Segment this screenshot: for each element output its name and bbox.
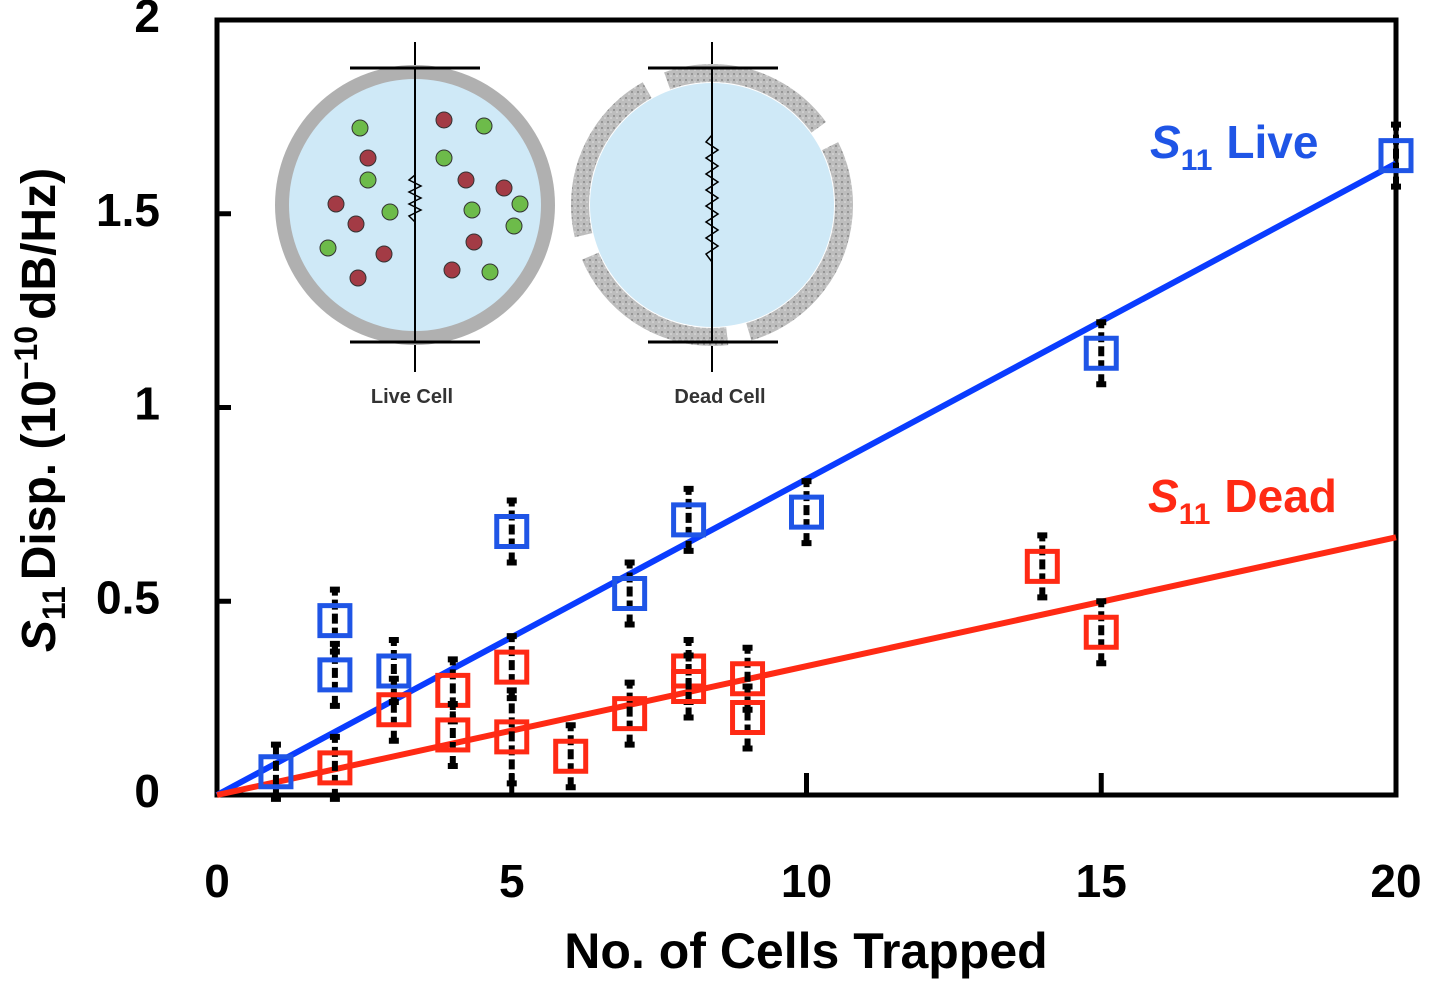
- error-bar: [447, 700, 458, 769]
- error-bar: [624, 679, 635, 748]
- y-label-symbol: S: [13, 620, 66, 652]
- marker: [494, 514, 530, 549]
- marker: [435, 717, 471, 753]
- error-bar: [1096, 319, 1107, 388]
- marker: [789, 494, 824, 530]
- error-bar: [1096, 598, 1107, 667]
- marker: [1378, 138, 1414, 174]
- x-tick-label: 10: [781, 855, 832, 907]
- marker: [730, 661, 766, 697]
- error-bar: [329, 640, 340, 709]
- y-tick-label: 1.5: [96, 184, 160, 236]
- marker: [671, 502, 707, 538]
- x-tick-label: 5: [499, 855, 525, 907]
- error-bar: [1391, 121, 1401, 190]
- legend-entry: S11 Dead: [1148, 470, 1337, 531]
- error-bar: [683, 652, 694, 721]
- marker: [317, 750, 353, 786]
- y-label-unit: dB/Hz): [13, 168, 66, 320]
- legend-symbol: S: [1148, 470, 1179, 522]
- marker: [612, 576, 648, 611]
- error-bar: [624, 559, 635, 628]
- marker: [730, 700, 766, 735]
- error-bar: [329, 586, 340, 655]
- inset: Live Cell Dead Cell: [275, 42, 853, 408]
- error-bar: [388, 675, 399, 744]
- y-label-exponent: −10: [8, 326, 44, 380]
- error-bar: [270, 741, 281, 802]
- marker: [376, 692, 412, 728]
- marker: [494, 649, 530, 685]
- inset-label: Dead Cell: [674, 386, 765, 408]
- legend-name: Live: [1226, 116, 1318, 168]
- marker: [1024, 548, 1060, 584]
- error-bar: [801, 478, 812, 547]
- marker: [494, 719, 530, 755]
- marker: [1083, 335, 1119, 371]
- x-tick-label: 0: [204, 855, 230, 907]
- error-bar: [388, 637, 399, 705]
- y-tick-label: 0: [134, 765, 160, 817]
- x-axis-label: No. of Cells Trapped: [564, 923, 1047, 979]
- legend-name: Dead: [1224, 470, 1336, 522]
- y-axis-label: S11 Disp. (10−10 dB/Hz): [8, 168, 72, 652]
- y-tick-label: 2: [134, 0, 160, 42]
- legend-entry: S11 Live: [1150, 116, 1318, 177]
- marker: [258, 754, 294, 790]
- legend-subscript: 11: [1179, 498, 1211, 531]
- marker: [671, 669, 707, 704]
- legend-subscript: 11: [1181, 144, 1213, 177]
- x-tick-label: 20: [1370, 855, 1421, 907]
- error-bar: [565, 722, 576, 791]
- marker: [376, 653, 412, 689]
- y-tick-label: 1: [134, 378, 160, 430]
- error-bar: [329, 733, 340, 802]
- inset-label: Live Cell: [371, 386, 453, 408]
- error-bar: [506, 687, 517, 787]
- y-label-subscript: 11: [36, 586, 72, 620]
- marker: [1083, 614, 1119, 650]
- error-bar: [742, 644, 753, 713]
- error-bar: [742, 683, 753, 752]
- fit-line: [216, 534, 1397, 798]
- error-bar: [1037, 532, 1048, 601]
- marker: [317, 603, 353, 639]
- x-tick-label: 15: [1076, 855, 1127, 907]
- error-bar: [506, 497, 517, 566]
- marker: [553, 738, 589, 774]
- error-bar: [683, 485, 694, 554]
- legend-symbol: S: [1150, 116, 1181, 168]
- marker: [612, 696, 648, 732]
- y-label-text: Disp. (10: [13, 380, 66, 580]
- marker: [317, 657, 353, 693]
- y-tick-label: 0.5: [96, 571, 160, 623]
